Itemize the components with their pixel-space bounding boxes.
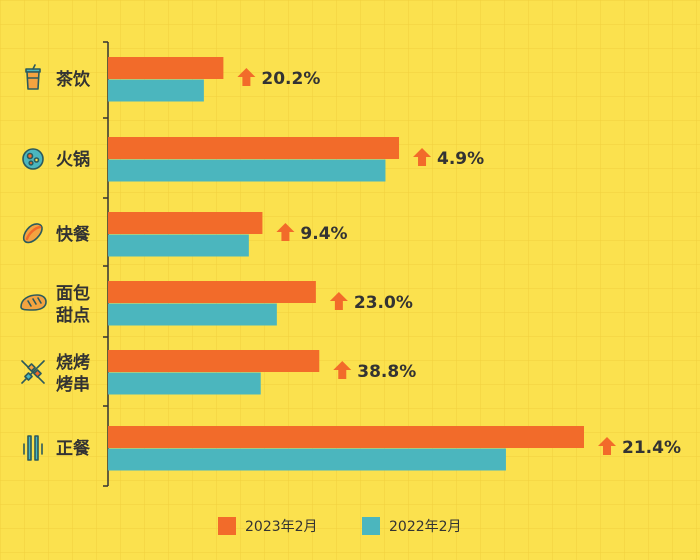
legend-label: 2022年2月: [389, 519, 462, 535]
bar-current: [108, 426, 584, 448]
growth-label: 9.4%: [300, 224, 347, 244]
bar-previous: [108, 79, 204, 102]
bars-layer: [108, 57, 584, 471]
growth-label: 4.9%: [437, 149, 484, 169]
growth-label: 23.0%: [354, 293, 413, 313]
bar-previous: [108, 159, 386, 182]
legend: 2023年2月 2022年2月: [218, 517, 462, 535]
bar-current: [108, 350, 320, 372]
category-label: 正餐: [56, 438, 91, 459]
growth-label: 38.8%: [357, 362, 416, 382]
up-arrow-icon: [237, 68, 256, 86]
growth-label: 21.4%: [622, 438, 681, 458]
category-label-line: 面包: [56, 283, 90, 304]
up-arrow-icon: [276, 223, 295, 241]
bar-previous: [108, 303, 277, 326]
cup-icon: [25, 64, 41, 90]
category-label: 快餐: [56, 224, 91, 245]
legend-swatch: [362, 517, 380, 535]
bar-current: [108, 212, 263, 234]
category-label: 茶饮: [56, 69, 91, 90]
bread-icon: [20, 294, 47, 311]
up-arrow-icon: [329, 292, 348, 310]
category-label-line: 烤串: [56, 374, 90, 395]
bar-current: [108, 137, 400, 159]
axis-layer: [103, 41, 109, 487]
up-arrow-icon: [598, 437, 616, 455]
legend-swatch: [218, 517, 236, 535]
category-label-line: 烧烤: [56, 352, 90, 373]
growth-label: 20.2%: [261, 69, 320, 89]
bar-current: [108, 57, 224, 79]
legend-label: 2023年2月: [245, 519, 318, 535]
up-arrow-icon: [413, 148, 432, 166]
chopsticks-icon: [23, 435, 43, 461]
skewer-icon: [21, 360, 45, 384]
bar-previous: [108, 448, 506, 471]
category-label: 面包甜点: [56, 283, 90, 326]
bar-current: [108, 281, 316, 303]
category-label: 火锅: [56, 149, 90, 170]
hotpot-icon: [22, 148, 44, 170]
hotdog-icon: [22, 223, 43, 244]
bar-previous: [108, 234, 249, 257]
category-label-line: 甜点: [56, 305, 90, 326]
bar-previous: [108, 372, 261, 395]
category-label: 烧烤烤串: [56, 352, 90, 395]
up-arrow-icon: [333, 361, 352, 379]
